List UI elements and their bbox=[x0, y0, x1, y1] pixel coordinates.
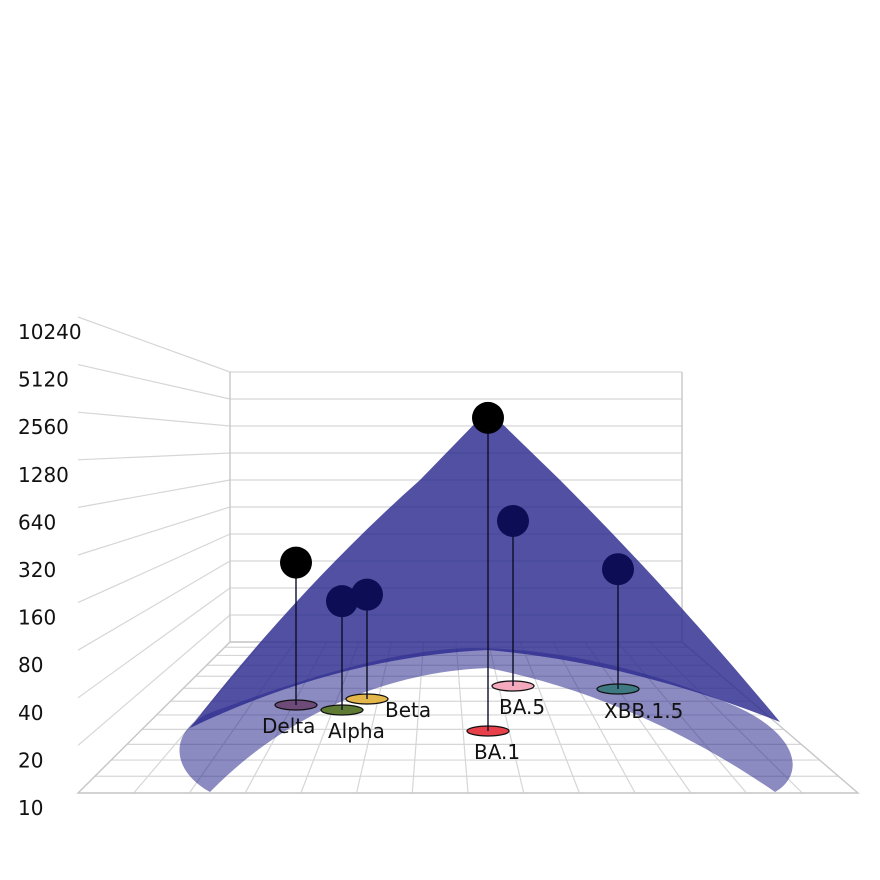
z-gridline-side bbox=[77, 506, 231, 556]
z-tick-label: 40 bbox=[18, 701, 43, 725]
z-tick-label: 1280 bbox=[18, 463, 69, 487]
variant-titer-marker bbox=[472, 401, 504, 434]
z-tick-label: 80 bbox=[18, 653, 43, 677]
variant-label: Delta bbox=[262, 714, 315, 738]
variant-point-delta: Delta bbox=[262, 546, 318, 738]
z-tick-label: 5120 bbox=[18, 368, 69, 392]
variant-label: Alpha bbox=[328, 719, 385, 743]
variant-label: XBB.1.5 bbox=[604, 699, 683, 723]
variant-label: Beta bbox=[385, 698, 431, 722]
z-gridline-side bbox=[77, 316, 231, 373]
z-gridline-side bbox=[77, 587, 231, 699]
z-tick-label: 160 bbox=[18, 606, 56, 630]
z-gridline-side bbox=[77, 533, 231, 604]
variant-titer-marker bbox=[351, 578, 383, 611]
z-axis-tick-labels: 10 20 40 80 160 320 640 1280 2560 5120 10240 bbox=[18, 320, 82, 820]
z-gridline-side bbox=[77, 479, 231, 508]
variant-titer-marker bbox=[497, 504, 529, 537]
z-tick-label: 20 bbox=[18, 748, 43, 772]
z-tick-label: 10240 bbox=[18, 320, 82, 344]
variant-titer-marker bbox=[602, 553, 634, 586]
z-gridline-side bbox=[77, 614, 231, 746]
landscape-surface bbox=[179, 410, 793, 792]
z-tick-label: 640 bbox=[18, 510, 56, 534]
z-gridline-side bbox=[77, 411, 231, 427]
surface-lower-rim bbox=[179, 648, 793, 792]
variant-titer-marker bbox=[280, 546, 312, 579]
variant-point-xbb-1-5: XBB.1.5 bbox=[596, 553, 683, 723]
z-gridline-side bbox=[77, 452, 231, 461]
surface-peak bbox=[190, 410, 780, 728]
variant-point-ba-5: BA.5 bbox=[491, 504, 545, 719]
z-tick-label: 2560 bbox=[18, 415, 69, 439]
z-tick-label: 10 bbox=[18, 796, 43, 820]
variant-point-ba-1: BA.1 bbox=[466, 401, 520, 764]
variant-label: BA.5 bbox=[499, 695, 545, 719]
z-gridline-side bbox=[77, 560, 231, 651]
variant-titer-marker bbox=[326, 585, 358, 618]
variant-point-beta: Beta bbox=[345, 578, 431, 722]
z-tick-label: 320 bbox=[18, 558, 56, 582]
z-gridline-side bbox=[77, 364, 231, 400]
variant-label: BA.1 bbox=[474, 740, 520, 764]
variant-point-alpha: Alpha bbox=[320, 585, 385, 743]
